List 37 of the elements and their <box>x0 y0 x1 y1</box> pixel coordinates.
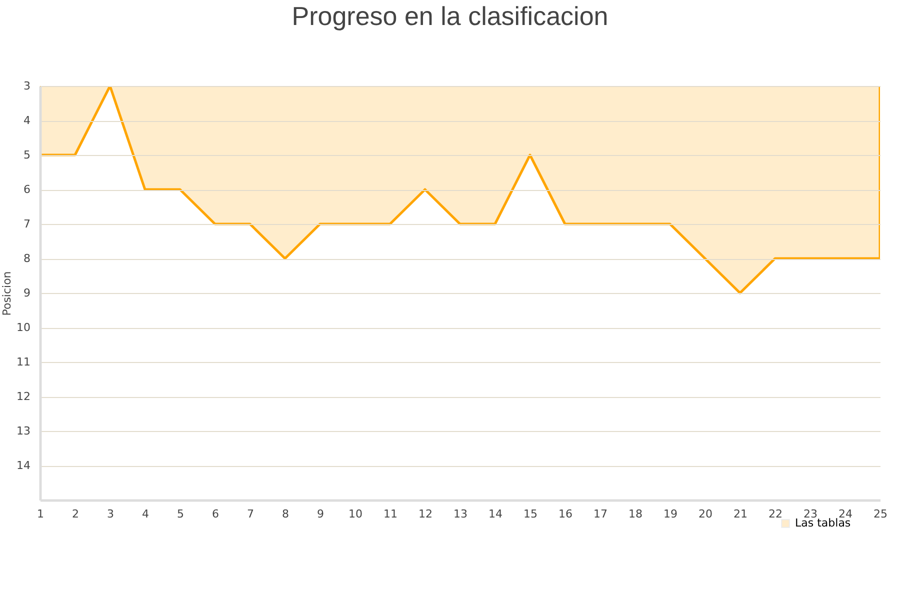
y-tick-label: 14 <box>16 459 30 472</box>
y-tick-label: 12 <box>16 390 30 403</box>
x-tick-label: 15 <box>524 508 538 520</box>
y-tick-label: 6 <box>24 183 30 196</box>
x-tick-label: 16 <box>558 508 572 520</box>
y-tick-label: 7 <box>24 218 30 230</box>
x-tick-label: 1 <box>37 508 44 520</box>
x-tick-label: 13 <box>454 508 468 520</box>
chart-title: Progreso en la clasificacion <box>292 1 608 31</box>
x-tick-label: 14 <box>488 508 502 520</box>
y-tick-label: 13 <box>16 424 30 438</box>
x-tick-label: 20 <box>698 508 712 520</box>
x-tick-label: 6 <box>212 508 219 520</box>
y-tick-label: 8 <box>24 252 30 265</box>
x-tick-label: 8 <box>282 508 289 520</box>
x-tick-label: 9 <box>317 508 324 520</box>
x-tick-label: 11 <box>384 508 398 520</box>
x-tick-label: 18 <box>628 508 642 520</box>
x-tick-label: 5 <box>177 508 184 520</box>
x-tick-label: 7 <box>247 508 254 520</box>
x-tick-label: 4 <box>142 508 149 520</box>
x-tick-label: 12 <box>418 508 432 520</box>
y-tick-label: 3 <box>24 80 30 92</box>
y-tick-label: 5 <box>24 148 30 162</box>
x-tick-label: 25 <box>874 508 888 520</box>
x-tick-label: 19 <box>664 508 678 520</box>
x-tick-label: 2 <box>72 508 79 520</box>
x-tick-label: 10 <box>348 508 362 520</box>
x-tick-label: 21 <box>734 508 748 520</box>
y-tick-label: 4 <box>24 114 30 127</box>
x-tick-label: 22 <box>768 508 782 520</box>
x-tick-label: 17 <box>594 508 608 520</box>
y-axis-title: Posicion <box>0 271 14 316</box>
y-tick-label: 11 <box>16 356 30 368</box>
y-tick-label: 10 <box>16 321 30 334</box>
y-tick-label: 9 <box>24 286 30 300</box>
x-tick-label: 3 <box>107 508 114 520</box>
